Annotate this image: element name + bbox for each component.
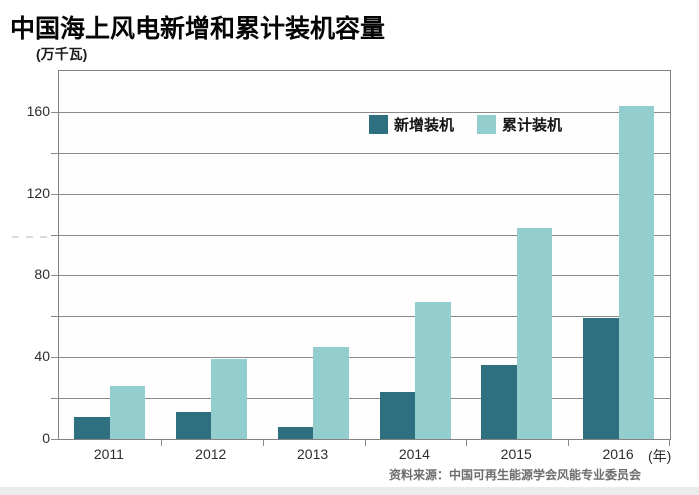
legend-label-new-installed: 新增装机 bbox=[394, 117, 455, 134]
y-axis-label-160: 160 bbox=[26, 102, 50, 119]
y-tick-120 bbox=[51, 193, 59, 195]
x-tick-4 bbox=[466, 439, 468, 446]
y-tick-140 bbox=[51, 152, 59, 154]
legend-swatch-cumulative bbox=[477, 115, 497, 134]
x-axis-unit-label: (年) bbox=[648, 448, 672, 464]
y-tick-60 bbox=[51, 316, 59, 318]
bar-cumulative-2015 bbox=[516, 228, 553, 439]
gridline-80 bbox=[59, 275, 670, 277]
y-tick-40 bbox=[51, 357, 59, 359]
bar-new-installed-2012 bbox=[175, 412, 212, 439]
legend-label-cumulative: 累计装机 bbox=[502, 117, 563, 134]
bar-cumulative-2014 bbox=[415, 302, 451, 439]
legend-swatch-new-installed bbox=[369, 115, 388, 134]
gridline-140 bbox=[59, 152, 670, 154]
bar-cumulative-2016 bbox=[618, 105, 655, 439]
x-axis-label-2015: 2015 bbox=[500, 446, 532, 462]
chart-title: 中国海上风电新增和累计装机容量 bbox=[10, 15, 386, 43]
y-tick-80 bbox=[51, 275, 59, 277]
gridline-160 bbox=[59, 111, 670, 113]
gridline-20 bbox=[59, 398, 670, 400]
bar-cumulative-2012 bbox=[211, 359, 247, 439]
bar-cumulative-2013 bbox=[313, 347, 349, 439]
y-axis-label-0: 0 bbox=[42, 430, 50, 446]
x-tick-1 bbox=[160, 439, 162, 446]
y-axis-label-80: 80 bbox=[34, 266, 50, 283]
x-tick-end bbox=[669, 439, 670, 446]
y-axis-label-40: 40 bbox=[34, 348, 50, 365]
bar-new-installed-2011 bbox=[74, 416, 110, 439]
x-tick-3 bbox=[364, 439, 366, 446]
y-tick-0 bbox=[51, 439, 59, 440]
x-tick-5 bbox=[568, 439, 570, 446]
y-axis-unit-label: (万千瓦) bbox=[36, 46, 88, 62]
legend-item-new-installed: 新增装机 bbox=[369, 114, 454, 135]
bar-new-installed-2016 bbox=[583, 318, 619, 439]
x-tick-2 bbox=[262, 439, 264, 446]
plot-area: 新增装机 累计装机 bbox=[51, 70, 671, 446]
x-axis-label-2011: 2011 bbox=[93, 446, 124, 462]
bar-new-installed-2014 bbox=[379, 391, 415, 439]
chart-legend: 新增装机 累计装机 bbox=[369, 114, 562, 135]
x-axis-label-2013: 2013 bbox=[297, 446, 329, 462]
bar-new-installed-2015 bbox=[481, 365, 517, 439]
x-axis-label-2016: 2016 bbox=[602, 446, 634, 462]
bar-new-installed-2013 bbox=[277, 426, 314, 439]
source-note: 资料来源：中国可再生能源学会风能专业委员会 bbox=[388, 468, 641, 482]
faint-dash-artifact bbox=[12, 236, 47, 238]
gridline-60 bbox=[59, 316, 670, 318]
gridline-120 bbox=[59, 193, 670, 195]
y-tick-160 bbox=[51, 111, 59, 113]
gridline-40 bbox=[59, 357, 670, 359]
x-axis-label-2014: 2014 bbox=[398, 446, 430, 462]
x-axis-label-2012: 2012 bbox=[195, 446, 227, 462]
y-axis-label-120: 120 bbox=[26, 184, 50, 201]
legend-item-cumulative: 累计装机 bbox=[477, 114, 562, 135]
gridline-100 bbox=[59, 234, 670, 236]
y-tick-20 bbox=[51, 398, 59, 400]
bottom-edge-strip bbox=[0, 487, 699, 495]
y-tick-100 bbox=[51, 234, 59, 236]
bar-cumulative-2011 bbox=[109, 385, 145, 439]
